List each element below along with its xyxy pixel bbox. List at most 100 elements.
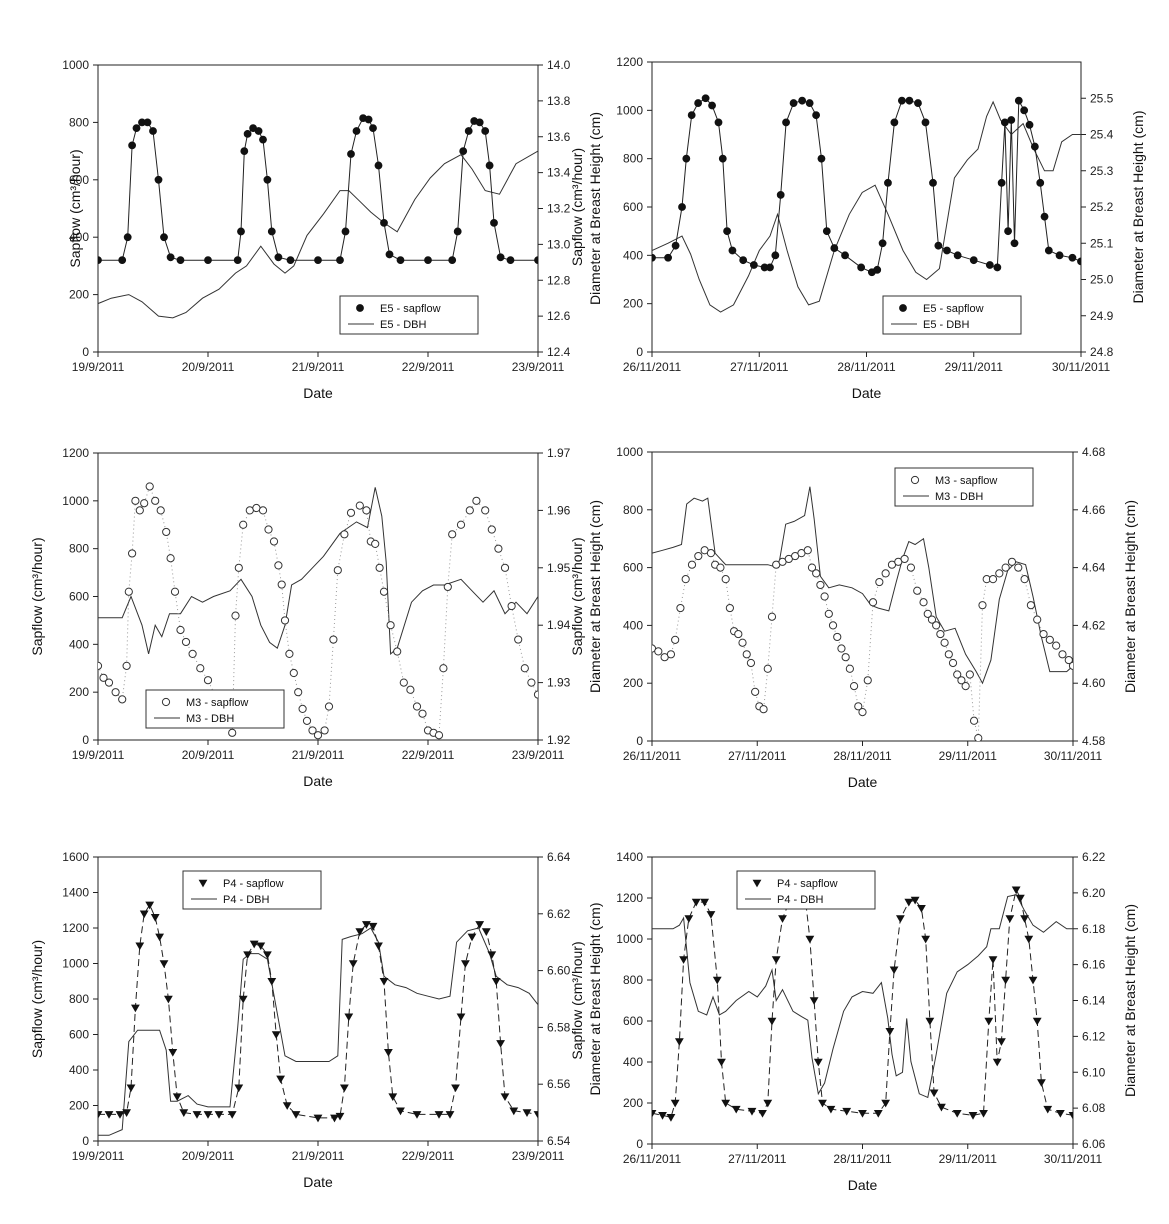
x-tick-label: 23/9/2011: [512, 360, 565, 374]
x-axis-title: Date: [848, 1177, 878, 1193]
sapflow-point: [406, 685, 415, 694]
sapflow-point: [917, 904, 926, 913]
y-left-tick-label: 800: [69, 542, 89, 556]
sapflow-point: [346, 508, 356, 517]
sapflow-point: [746, 658, 756, 668]
sapflow-point: [878, 239, 887, 248]
sapflow-point: [259, 135, 267, 144]
sapflow-point: [1026, 601, 1036, 610]
sapflow-point: [448, 530, 457, 539]
sapflow-point: [826, 1105, 836, 1114]
sapflow-point: [487, 525, 496, 534]
sapflow-point: [132, 124, 141, 133]
dbh-series-line: [652, 894, 1073, 1099]
sapflow-point: [1014, 563, 1023, 572]
sapflow-point: [166, 253, 175, 262]
sapflow-point: [714, 118, 723, 127]
sapflow-point: [824, 609, 833, 618]
sapflow-point: [291, 1111, 301, 1119]
sapflow-point: [314, 256, 322, 265]
sapflow-point: [1001, 563, 1010, 572]
sapflow-point: [1068, 253, 1077, 262]
y-right-tick-label: 4.64: [1082, 561, 1106, 575]
sapflow-point: [204, 256, 212, 265]
x-tick-label: 26/11/2011: [623, 749, 682, 763]
sapflow-point: [448, 256, 457, 265]
sapflow-point: [974, 734, 983, 741]
sapflow-point: [170, 587, 180, 596]
sapflow-point: [1030, 142, 1039, 151]
sapflow-point: [362, 506, 371, 515]
sapflow-point: [384, 1048, 393, 1057]
sapflow-point: [456, 1013, 466, 1022]
sapflow-point: [684, 915, 694, 923]
y-left-tick-label: 1600: [62, 850, 89, 864]
sapflow-point: [1040, 212, 1049, 221]
dbh-series-line: [98, 487, 538, 655]
y-left-tick-label: 600: [69, 590, 89, 604]
sapflow-point: [196, 664, 205, 673]
y-left-tick-label: 0: [636, 345, 643, 359]
sapflow-point: [1043, 1105, 1053, 1114]
sapflow-point: [135, 506, 144, 515]
y-right-tick-label: 12.4: [547, 345, 571, 359]
sapflow-point: [676, 603, 685, 613]
sapflow-point: [1025, 120, 1034, 129]
y-right-tick-label: 6.58: [547, 1020, 571, 1034]
legend-box: [894, 467, 1034, 507]
legend-sapflow-marker: [161, 697, 171, 707]
legend-dbh-label: E5 - DBH: [380, 319, 427, 331]
y-right-tick-label: 24.9: [1090, 309, 1114, 323]
y-left-title: Sapflow (cm³/hour): [569, 537, 585, 655]
y-left-tick-label: 400: [623, 1055, 643, 1069]
y-right-title: Diameter at Breast Height (cm): [1130, 111, 1146, 304]
y-left-title: Sapflow (cm³/hour): [569, 941, 585, 1059]
y-left-tick-label: 1000: [616, 932, 643, 946]
sapflow-point: [812, 569, 821, 578]
y-right-tick-label: 6.60: [547, 964, 571, 978]
sapflow-point: [475, 921, 485, 929]
sapflow-point: [240, 147, 249, 155]
sapflow-point: [664, 253, 672, 262]
sapflow-point: [1037, 1079, 1046, 1087]
sapflow-point: [717, 1058, 726, 1067]
sapflow-point: [927, 615, 937, 624]
sapflow-point: [231, 611, 240, 620]
sapflow-point: [995, 569, 1004, 578]
sapflow-point: [385, 250, 394, 259]
y-right-tick-label: 1.97: [547, 446, 571, 460]
sapflow-point: [393, 647, 402, 656]
sapflow-point: [889, 966, 899, 975]
sapflow-point: [274, 561, 283, 570]
sapflow-point: [1068, 1112, 1073, 1120]
sapflow-point: [481, 127, 490, 135]
sapflow-point: [128, 549, 137, 558]
y-right-title: Diameter at Breast Height (cm): [587, 500, 603, 693]
sapflow-point: [374, 942, 383, 951]
sapflow-point: [925, 1017, 935, 1026]
x-tick-label: 27/11/2011: [728, 749, 787, 763]
sapflow-point: [776, 191, 785, 199]
x-tick-label: 28/11/2011: [837, 360, 896, 374]
sapflow-point: [379, 977, 389, 986]
sapflow-point: [944, 650, 953, 659]
x-axis-title: Date: [852, 385, 882, 401]
sapflow-point: [763, 1099, 773, 1108]
sapflow-point: [176, 625, 185, 635]
dbh-series-line: [652, 486, 1073, 685]
legend-sapflow-label: E5 - sapflow: [923, 303, 984, 315]
series-group: [652, 486, 1073, 741]
sapflow-point: [905, 96, 914, 105]
sapflow-point: [749, 261, 758, 269]
sapflow-point: [988, 575, 998, 584]
sapflow-point: [434, 1111, 444, 1119]
sapflow-point: [277, 580, 286, 589]
sapflow-point: [362, 921, 371, 929]
sapflow-point: [164, 995, 173, 1004]
sapflow-point: [809, 997, 819, 1005]
y-left-tick-label: 800: [623, 152, 643, 166]
y-left-tick-label: 200: [69, 288, 89, 302]
sapflow-point: [128, 141, 136, 150]
sapflow-point: [271, 1031, 281, 1039]
sapflow-point: [728, 246, 737, 255]
